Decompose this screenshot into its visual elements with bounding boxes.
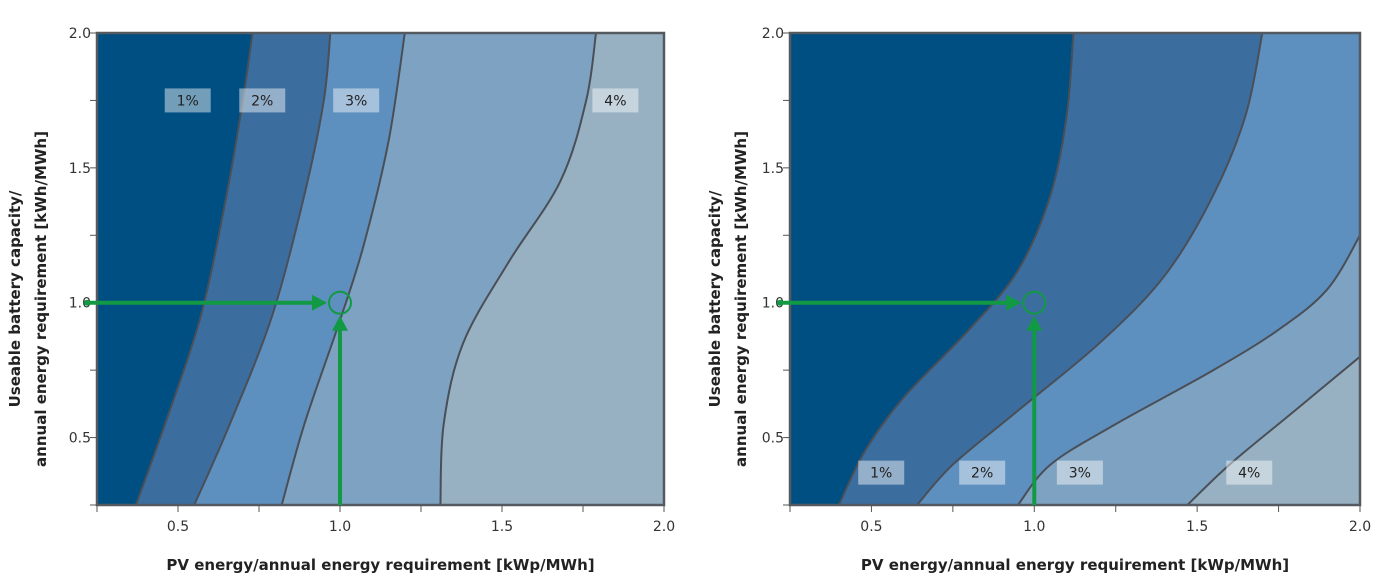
x-tick-label: 1.5: [491, 519, 513, 535]
x-axis-label: PV energy/annual energy requirement [kWp…: [861, 556, 1289, 574]
horizontal-arrow-tail: [84, 299, 90, 306]
x-tick-label: 2.0: [1349, 519, 1371, 535]
y-tick-label: 1.5: [762, 161, 784, 177]
y-axis-label-line-1: Useable battery capacity/: [706, 190, 724, 407]
contour-label-4: 4%: [1226, 460, 1273, 485]
contour-line-3: [1017, 234, 1360, 505]
contour-line-4: [439, 33, 597, 505]
contour-label-box: [1056, 460, 1103, 485]
contour-label-box: [239, 88, 286, 113]
x-tick-label: 2.0: [653, 519, 675, 535]
plot-area: [790, 33, 1360, 505]
contour-label-text: 1%: [177, 93, 199, 109]
target-point-marker: [328, 290, 352, 315]
plot-frame: [788, 31, 1362, 507]
plot-area: [97, 33, 664, 505]
contour-label-text: 4%: [604, 93, 626, 109]
y-tick-label: 2.0: [762, 26, 784, 42]
contour-label-box: [164, 88, 211, 113]
y-tick-label: 1.5: [69, 161, 91, 177]
x-tick-label: 0.5: [860, 519, 882, 535]
y-axis-label-line-1: Useable battery capacity/: [6, 190, 24, 407]
horizontal-arrow-head: [1006, 294, 1022, 311]
contour-label-2: 2%: [959, 460, 1006, 485]
right-contour-chart: 1% 2% 3% 4% 0.5 1.0 1.5 2.0 0.5 1.0 1.5 2.0 PV energ…: [706, 26, 1371, 574]
horizontal-arrow-tail: [777, 299, 783, 306]
contour-label-4: 4%: [592, 88, 639, 113]
band-region-0: [97, 33, 253, 505]
contour-label-text: 4%: [1238, 466, 1260, 482]
left-contour-chart: 1% 2% 3% 4% 0.5 1.0 1.5 2.0 0.5 1.0 1.5 2.0 PV energ…: [6, 26, 675, 574]
vertical-arrow-head: [1026, 315, 1043, 331]
contour-label-text: 3%: [345, 93, 367, 109]
contour-line-1: [837, 33, 1075, 505]
y-axis-label-line-2: annual energy requirement [kWh/MWh]: [32, 131, 50, 467]
x-axis-label: PV energy/annual energy requirement [kWp…: [166, 556, 594, 574]
contour-label-3: 3%: [1056, 460, 1103, 485]
contour-label-box: [333, 88, 380, 113]
contour-line-1: [134, 33, 254, 505]
contour-line-2: [193, 33, 332, 505]
contour-line-4: [1186, 355, 1360, 505]
contour-label-box: [1226, 460, 1273, 485]
contour-label-1: 1%: [164, 88, 211, 113]
contour-label-2: 2%: [239, 88, 286, 113]
target-point-marker: [1022, 290, 1047, 315]
contour-label-text: 2%: [971, 466, 993, 482]
contour-label-box: [858, 460, 905, 485]
contour-label-1: 1%: [858, 460, 905, 485]
y-tick-label: 1.0: [762, 296, 784, 312]
contour-label-box: [592, 88, 639, 113]
x-tick-label: 1.0: [329, 519, 351, 535]
contour-label-box: [959, 460, 1006, 485]
contour-label-text: 3%: [1069, 466, 1091, 482]
y-tick-label: 1.0: [69, 296, 91, 312]
plot-frame: [95, 31, 666, 507]
contour-label-text: 2%: [251, 93, 273, 109]
contour-label-3: 3%: [333, 88, 380, 113]
y-tick-label: 0.5: [762, 431, 784, 447]
x-tick-label: 0.5: [167, 519, 189, 535]
contour-label-text: 1%: [870, 466, 892, 482]
contour-line-2: [916, 33, 1264, 505]
vertical-arrow-head: [332, 315, 348, 331]
y-axis-label-line-2: annual energy requirement [kWh/MWh]: [732, 131, 750, 467]
y-tick-label: 0.5: [69, 431, 91, 447]
y-tick-label: 2.0: [69, 26, 91, 42]
x-tick-label: 1.0: [1023, 519, 1045, 535]
contour-line-3: [280, 33, 406, 505]
horizontal-arrow-head: [312, 294, 327, 311]
x-tick-label: 1.5: [1186, 519, 1208, 535]
band-region-0: [790, 33, 1074, 505]
